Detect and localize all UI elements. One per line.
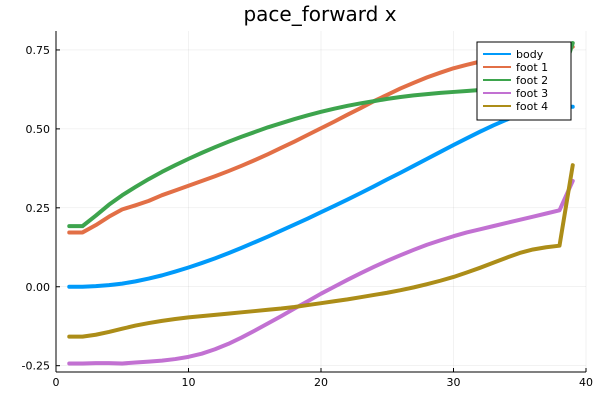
legend-label: foot 4 [516, 100, 548, 113]
x-tick-label: 10 [182, 376, 196, 389]
x-tick-label: 0 [53, 376, 60, 389]
y-tick-label: 0.50 [26, 123, 51, 136]
x-tick-label: 20 [314, 376, 328, 389]
series-line-foot-4 [67, 163, 575, 339]
legend-label: foot 3 [516, 87, 548, 100]
legend-label: foot 1 [516, 61, 548, 74]
y-tick-label: 0.00 [26, 281, 51, 294]
chart-title: pace_forward x [243, 2, 396, 26]
x-tick-label: 40 [579, 376, 593, 389]
y-tick-label: 0.75 [26, 44, 51, 57]
axes: 0 10 20 30 40 -0.25 0.00 0.25 0.50 0.75 [22, 31, 593, 389]
y-tick-label: 0.25 [26, 202, 51, 215]
legend-label: body [516, 48, 544, 61]
legend-label: foot 2 [516, 74, 548, 87]
y-tick-label: -0.25 [22, 360, 50, 373]
x-tick-label: 30 [447, 376, 461, 389]
series-line-foot-3 [67, 178, 575, 366]
series-line-body [67, 104, 575, 289]
